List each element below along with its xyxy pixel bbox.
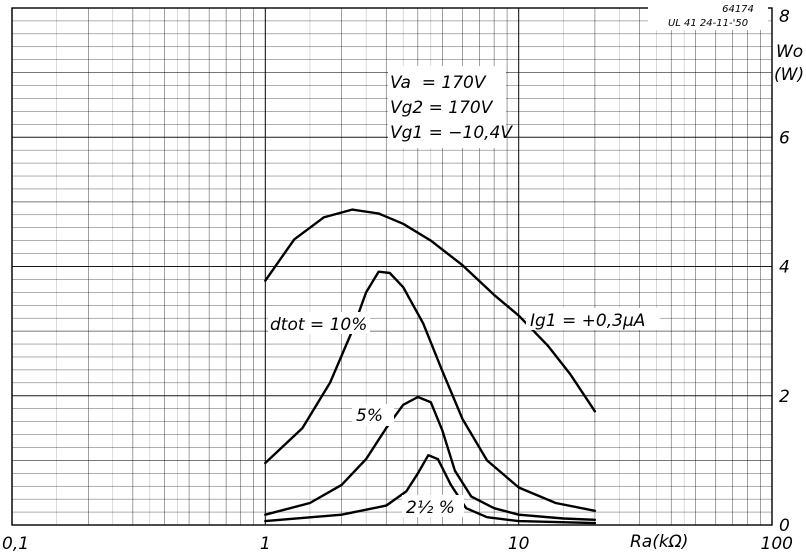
series-label-2half-pct: 2½ % — [406, 498, 455, 518]
series-line-0 — [264, 208, 597, 413]
y-tick-label: 0 — [779, 516, 790, 536]
y-tick-label: 2 — [779, 387, 790, 407]
y-axis-label: Wo — [776, 42, 803, 62]
plot-frame — [11, 7, 773, 526]
series-label-5pct: 5% — [356, 406, 383, 426]
title-block: 64174 UL 41 24-11-'50 — [648, 0, 768, 30]
x-tick-label: 100 — [761, 534, 793, 554]
y-tick-label: 4 — [779, 258, 790, 278]
curves — [264, 208, 597, 525]
condition-vg1: Vg1 = −10,4V — [390, 123, 513, 143]
y-axis-unit: (W) — [774, 65, 804, 85]
x-axis-label: Ra(kΩ) — [630, 532, 688, 552]
condition-va: Va = 170V — [390, 73, 487, 93]
conditions-box: Va = 170V Vg2 = 170V Vg1 = −10,4V — [388, 66, 513, 148]
series-labels: Ig1 = +0,3μA dtot = 10% 5% 2½ % — [268, 308, 660, 518]
series-line-3 — [264, 454, 597, 525]
y-tick-label: 6 — [779, 128, 790, 148]
x-tick-label: 1 — [260, 534, 271, 554]
drawing-code: 64174 — [722, 4, 754, 15]
series-label-dtot: dtot = 10% — [270, 315, 367, 335]
series-line-2 — [264, 395, 597, 521]
x-tick-label: 10 — [508, 534, 530, 554]
x-tick-label: 0,1 — [2, 534, 29, 554]
drawing-ref: UL 41 24-11-'50 — [668, 18, 748, 29]
series-label-ig1: Ig1 = +0,3μA — [530, 311, 645, 331]
series-line-1 — [264, 270, 597, 512]
axis-labels: Wo (W) Ra(kΩ) — [625, 42, 804, 552]
y-tick-label: 8 — [779, 7, 790, 27]
condition-vg2: Vg2 = 170V — [390, 98, 494, 118]
